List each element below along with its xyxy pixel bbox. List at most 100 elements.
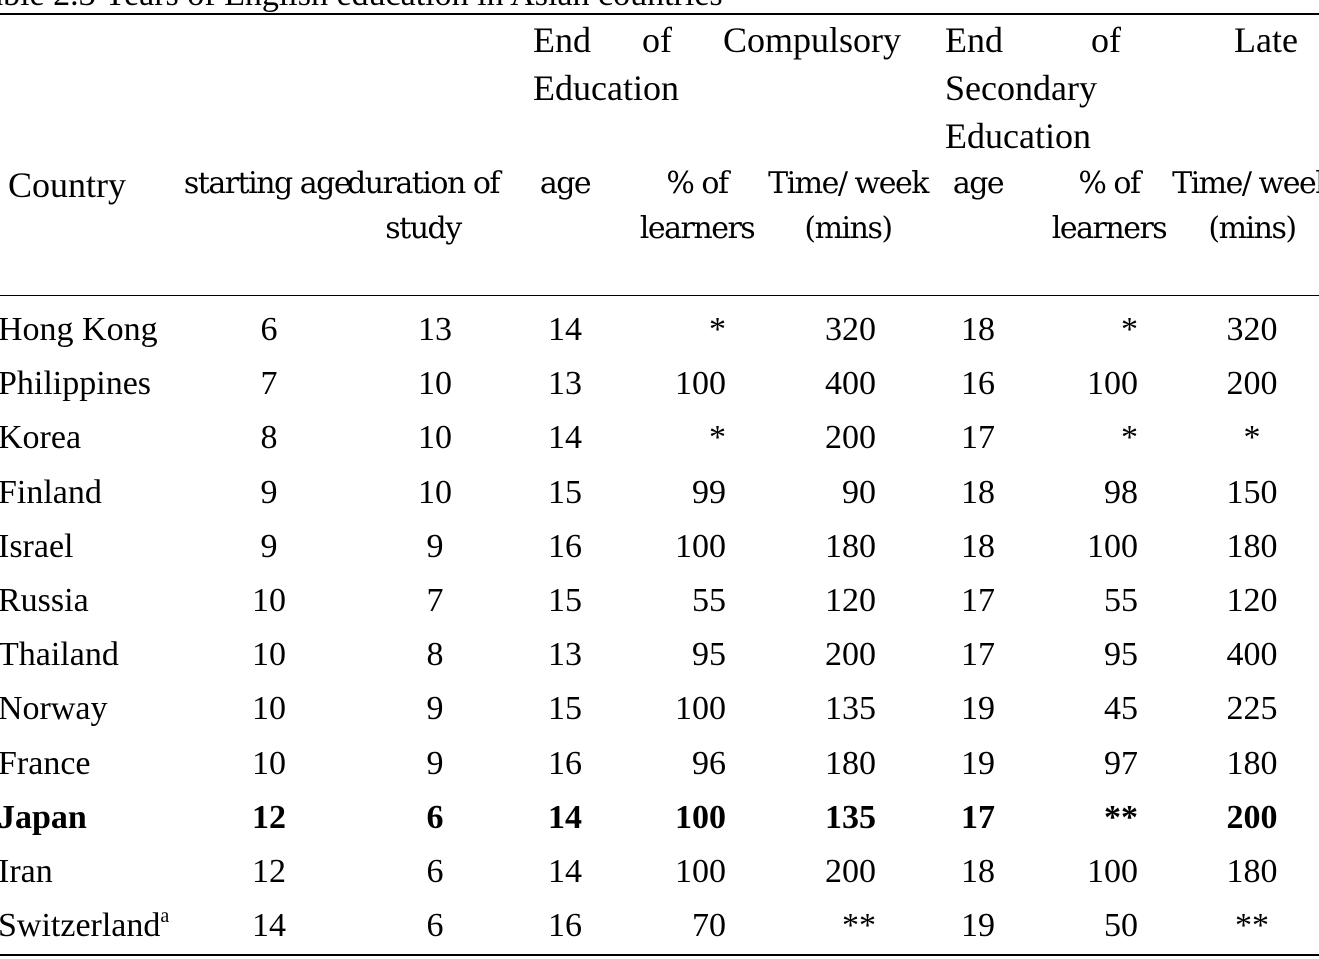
data-cell: 10	[418, 473, 452, 511]
country-cell: France	[0, 744, 91, 782]
data-cell: 18	[961, 311, 995, 348]
data-cell: 18	[961, 527, 995, 565]
data-cell: 6	[426, 798, 444, 836]
data-cell: *	[1243, 419, 1261, 457]
data-cell: 17	[961, 582, 995, 619]
data-cell: 100	[675, 690, 726, 728]
data-cell: 13	[548, 365, 582, 403]
data-cell: 12	[252, 798, 286, 836]
country-cell: Iran	[0, 853, 53, 890]
data-cell: 180	[1226, 527, 1278, 565]
data-cell: 100	[675, 527, 726, 565]
country-cell: Hong Kong	[0, 311, 158, 348]
data-cell: 16	[548, 527, 582, 565]
data-cell: 99	[692, 473, 726, 511]
data-cell: 100	[675, 853, 726, 890]
data-cell: 9	[260, 473, 278, 511]
column-header: % of learners	[639, 166, 756, 246]
country-cell: Russia	[0, 582, 89, 619]
header-rule	[0, 295, 1319, 296]
data-cell: 400	[1226, 636, 1278, 674]
data-cell: 14	[548, 853, 582, 890]
data-cell: 16	[961, 365, 995, 403]
country-cell: Switzerlanda	[0, 905, 170, 945]
data-cell: 100	[675, 798, 726, 836]
data-cell: 10	[252, 690, 286, 728]
data-cell: 13	[418, 311, 452, 348]
data-cell: 19	[961, 907, 995, 945]
data-cell: 17	[961, 419, 995, 457]
data-cell: *	[709, 419, 726, 457]
data-cell: 120	[1226, 582, 1278, 619]
data-cell: 100	[1087, 527, 1138, 565]
data-cell: 10	[252, 582, 286, 619]
data-cell: 200	[1226, 798, 1278, 836]
data-cell: 200	[1226, 365, 1278, 403]
data-cell: 18	[961, 473, 995, 511]
data-cell: *	[1121, 419, 1138, 457]
data-cell: 180	[1226, 853, 1278, 890]
data-cell: 200	[825, 636, 876, 674]
data-cell: 98	[1104, 473, 1138, 511]
data-cell: 100	[1087, 853, 1138, 890]
data-cell: 180	[825, 527, 876, 565]
data-cell: **	[1235, 907, 1269, 945]
data-cell: 320	[825, 311, 876, 348]
data-cell: 19	[961, 744, 995, 782]
data-cell: 6	[426, 907, 444, 945]
data-cell: **	[842, 907, 876, 945]
data-cell: **	[1104, 798, 1138, 836]
data-cell: 19	[961, 690, 995, 728]
data-cell: 7	[260, 365, 278, 403]
data-cell: 15	[548, 582, 582, 619]
data-cell: 18	[961, 853, 995, 890]
data-cell: 10	[252, 744, 286, 782]
bottom-rule	[0, 954, 1319, 956]
data-cell: 12	[252, 853, 286, 890]
data-cell: 95	[692, 636, 726, 674]
data-cell: 6	[260, 311, 278, 348]
column-header: Country	[8, 165, 127, 205]
group-header: Late	[1234, 20, 1298, 60]
data-cell: 400	[825, 365, 876, 403]
data-cell: 8	[260, 419, 278, 457]
data-cell: 9	[260, 527, 278, 565]
data-cell: 6	[426, 853, 444, 890]
data-cell: 17	[961, 798, 995, 836]
data-cell: 96	[692, 744, 726, 782]
data-cell: 14	[548, 311, 582, 348]
data-cell: 135	[825, 690, 876, 728]
data-cell: 9	[426, 744, 444, 782]
column-header: Time/ week (mins)	[768, 166, 929, 246]
data-cell: 16	[548, 744, 582, 782]
data-cell: 180	[825, 744, 876, 782]
data-cell: 45	[1104, 690, 1138, 728]
column-header: starting age	[183, 166, 352, 201]
data-cell: 15	[548, 473, 582, 511]
group-header: End of Secondary Education	[945, 20, 1121, 156]
data-cell: 70	[692, 907, 726, 945]
country-cell: Japan	[0, 798, 87, 836]
data-cell: 16	[548, 907, 582, 945]
data-cell: 135	[825, 798, 876, 836]
data-cell: 17	[961, 636, 995, 674]
data-cell: 15	[548, 690, 582, 728]
country-cell: Korea	[0, 419, 82, 457]
column-header: Time/ week (mins)	[1172, 166, 1319, 246]
data-cell: 95	[1104, 636, 1138, 674]
data-cell: 8	[426, 636, 444, 674]
data-cell: 200	[825, 419, 876, 457]
column-header: % of learners	[1051, 166, 1168, 246]
data-cell: 9	[426, 527, 444, 565]
data-cell: 120	[825, 582, 876, 619]
country-cell: Philippines	[0, 365, 152, 403]
data-cell: 13	[548, 636, 582, 674]
data-cell: 225	[1226, 690, 1278, 728]
data-cell: *	[1121, 311, 1138, 348]
data-cell: *	[709, 311, 726, 348]
data-cell: 90	[842, 473, 876, 511]
column-header: age	[539, 166, 592, 201]
data-cell: 55	[1104, 582, 1138, 619]
top-rule	[0, 13, 1319, 15]
